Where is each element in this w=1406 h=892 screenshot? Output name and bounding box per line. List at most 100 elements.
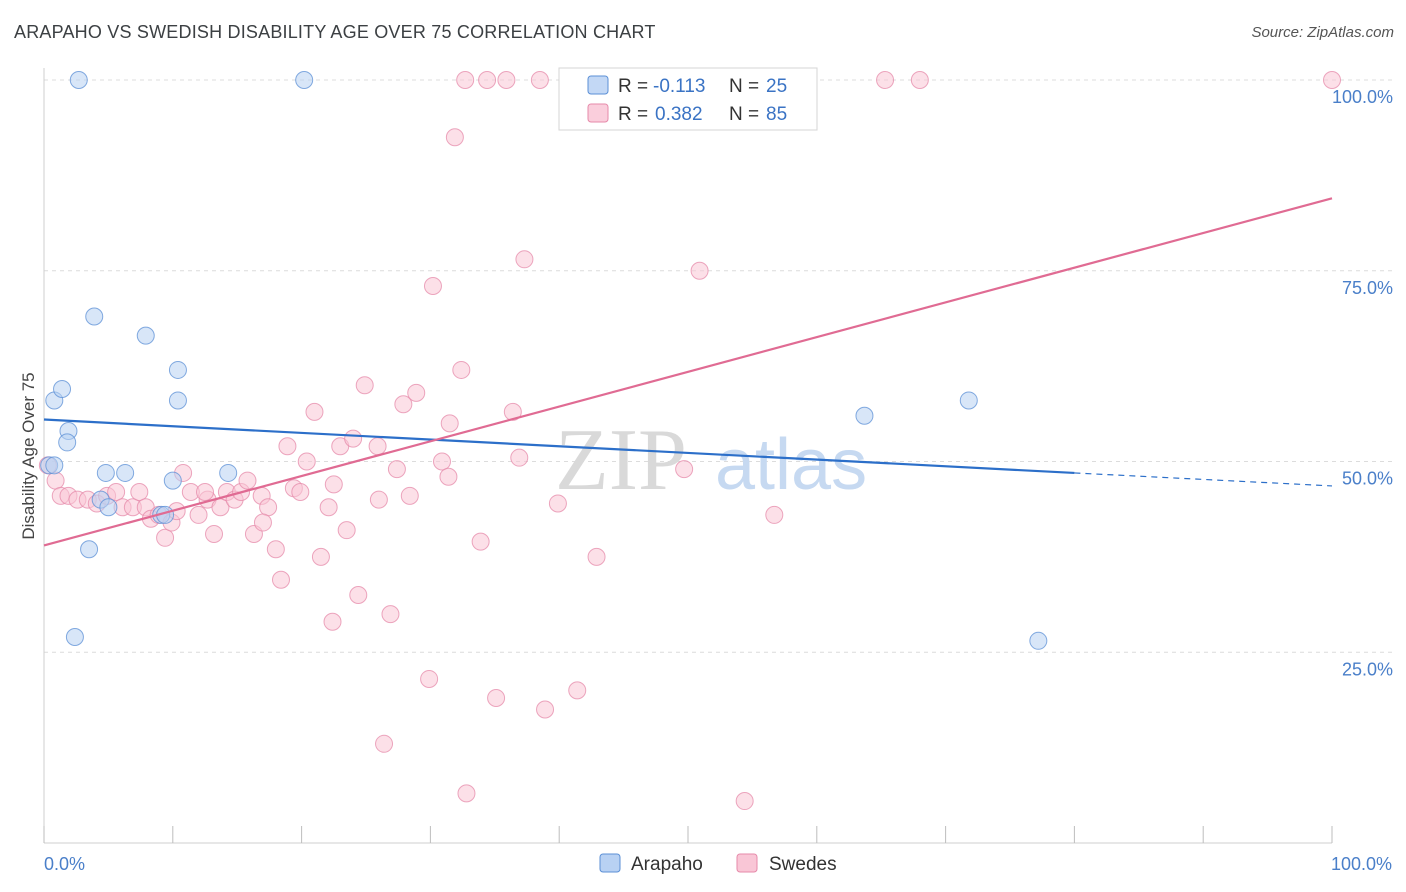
swedes-point-37 <box>305 402 324 421</box>
arapaho-point-24 <box>1029 631 1048 650</box>
arapaho-point-12 <box>96 463 115 482</box>
legend-n-swedes: 85 <box>766 104 787 125</box>
swedes-point-36 <box>297 452 316 471</box>
swedes-point-73 <box>735 792 754 811</box>
arapaho-point-17 <box>99 498 118 517</box>
legend-r-arapaho: -0.113 <box>653 76 705 97</box>
legend-r-label-swedes: R = <box>618 104 648 125</box>
swedes-point-75 <box>910 71 929 89</box>
swedes-point-78 <box>530 71 549 89</box>
arapaho-point-11 <box>45 456 64 475</box>
swedes-point-77 <box>1323 71 1341 89</box>
swedes-point-74 <box>765 505 784 524</box>
swedes-point-43 <box>344 429 363 448</box>
arapaho-point-21 <box>65 627 84 646</box>
swedes-point-79 <box>675 460 694 479</box>
watermark-zip: ZIP <box>555 412 687 509</box>
legend-swatch-swedes <box>587 103 609 123</box>
swedes-point-69 <box>548 494 567 513</box>
swedes-point-54 <box>423 277 442 296</box>
swedes-point-80 <box>440 414 459 433</box>
data-points <box>38 71 1341 811</box>
legend-n-arapaho: 25 <box>766 76 787 97</box>
watermark-atlas: atlas <box>715 425 867 505</box>
swedes-point-58 <box>452 360 471 379</box>
swedes-point-48 <box>381 605 400 624</box>
swedes-point-64 <box>497 71 516 89</box>
arapaho-trend-extension <box>1074 472 1333 487</box>
swedes-point-57 <box>445 128 464 147</box>
swedes-point-82 <box>324 475 343 494</box>
legend-r-swedes: 0.382 <box>655 104 703 125</box>
chart-title: ARAPAHO VS SWEDISH DISABILITY AGE OVER 7… <box>14 22 656 42</box>
arapaho-point-5 <box>136 326 155 345</box>
swedes-point-33 <box>278 437 297 456</box>
swedes-point-22 <box>205 524 224 543</box>
swedes-point-30 <box>259 498 278 517</box>
swedes-point-61 <box>471 532 490 551</box>
swedes-point-32 <box>271 570 290 589</box>
arapaho-point-13 <box>116 463 135 482</box>
swedes-point-50 <box>394 395 413 414</box>
bottom-legend-swatch-swedes <box>736 853 758 873</box>
swedes-point-59 <box>456 71 475 89</box>
swedes-point-8 <box>107 483 126 502</box>
arapaho-point-4 <box>85 307 104 326</box>
arapaho-point-7 <box>168 391 187 410</box>
arapaho-point-0 <box>69 71 88 89</box>
arapaho-point-23 <box>959 391 978 410</box>
swedes-point-11 <box>130 483 149 502</box>
y-tick-label-1: 75.0% <box>1342 278 1393 298</box>
swedes-point-44 <box>349 586 368 605</box>
swedes-point-47 <box>375 734 394 753</box>
x-tick-label-left: 0.0% <box>44 854 85 874</box>
swedes-point-42 <box>337 521 356 540</box>
swedes-point-45 <box>355 376 374 395</box>
bottom-legend-label-arapaho: Arapaho <box>631 854 703 875</box>
swedes-point-51 <box>400 486 419 505</box>
arapaho-point-3 <box>53 380 72 399</box>
swedes-point-46 <box>368 437 387 456</box>
arapaho-point-14 <box>163 471 182 490</box>
source-label: Source: ZipAtlas.com <box>1251 24 1394 41</box>
swedes-point-53 <box>420 669 439 688</box>
legend-n-label-swedes: N = <box>729 104 759 125</box>
swedes-point-83 <box>253 513 272 532</box>
y-tick-labels: 100.0% 75.0% 50.0% 25.0% <box>1332 87 1393 679</box>
swedes-point-62 <box>478 71 497 89</box>
swedes-point-35 <box>291 483 310 502</box>
swedes-point-72 <box>690 261 709 280</box>
swedes-point-39 <box>319 498 338 517</box>
bottom-legend-swatch-arapaho <box>599 853 621 873</box>
swedes-point-40 <box>323 612 342 631</box>
y-axis-label: Disability Age Over 75 <box>19 372 38 539</box>
legend-swatch-arapaho <box>587 75 609 95</box>
y-tick-label-2: 50.0% <box>1342 469 1393 489</box>
swedes-point-60 <box>457 784 476 803</box>
swedes-point-1 <box>46 471 65 490</box>
swedes-point-68 <box>536 700 555 719</box>
swedes-point-67 <box>515 250 534 269</box>
swedes-point-76 <box>876 71 895 89</box>
arapaho-point-20 <box>80 540 99 559</box>
swedes-point-71 <box>587 547 606 566</box>
swedes-point-49 <box>387 460 406 479</box>
y-tick-label-3: 25.0% <box>1342 659 1393 679</box>
swedes-point-52 <box>407 383 426 402</box>
stats-legend: R = -0.113 N = 25 R = 0.382 N = 85 <box>558 67 818 131</box>
swedes-point-15 <box>156 528 175 547</box>
grid-lines <box>44 79 1392 653</box>
swedes-point-66 <box>510 448 529 467</box>
arapaho-point-9 <box>58 433 77 452</box>
swedes-point-27 <box>238 471 257 490</box>
swedes-point-20 <box>189 505 208 524</box>
swedes-point-65 <box>503 402 522 421</box>
arapaho-point-1 <box>295 71 314 89</box>
legend-r-label-arapaho: R = <box>618 76 648 97</box>
arapaho-trend-line <box>43 418 1075 475</box>
swedes-point-81 <box>369 490 388 509</box>
arapaho-point-15 <box>219 463 238 482</box>
arapaho-point-6 <box>168 360 187 379</box>
swedes-trend-line <box>43 197 1333 547</box>
